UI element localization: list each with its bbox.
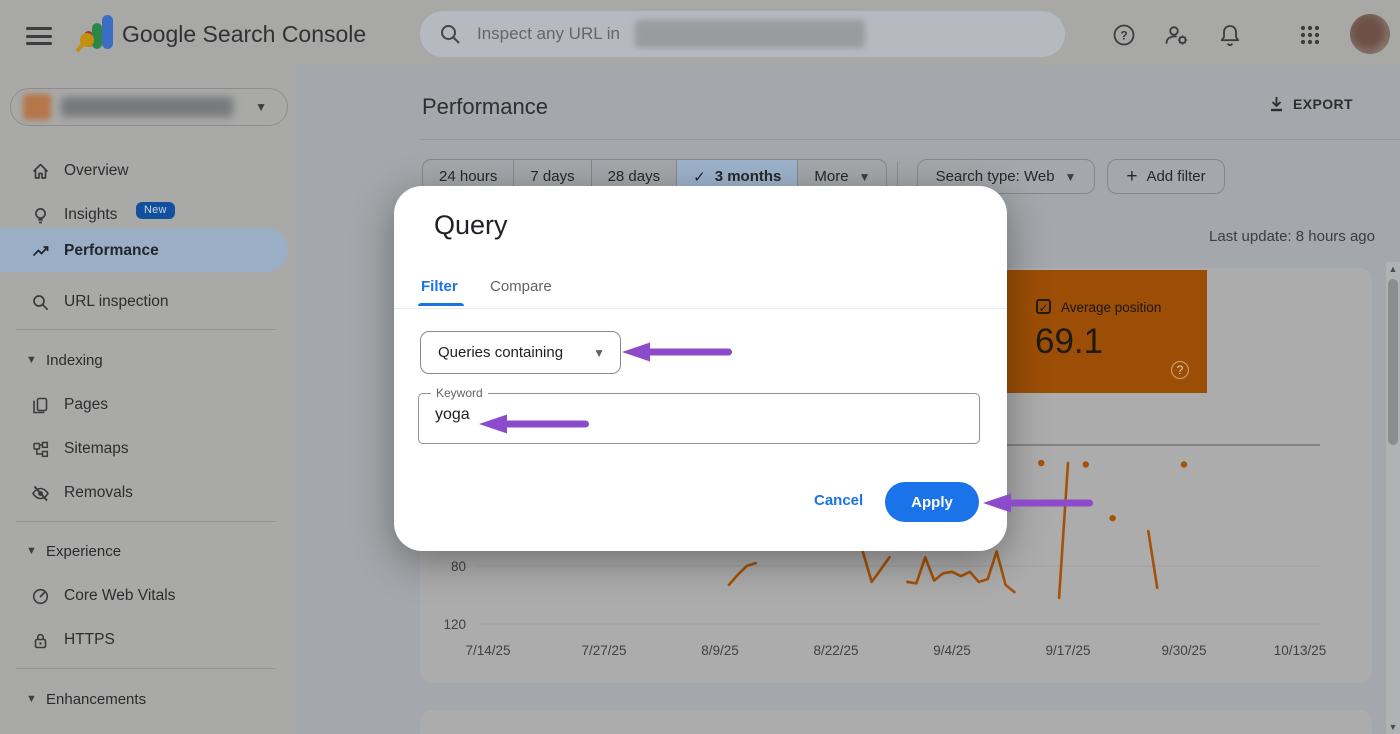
apply-button[interactable]: Apply <box>885 482 979 522</box>
dialog-title: Query <box>434 210 508 240</box>
section-caret-icon: ▼ <box>26 693 37 705</box>
divider <box>897 162 898 190</box>
sidebar-item-insights[interactable]: Insights New <box>0 200 288 230</box>
plus-icon: + <box>1126 165 1138 187</box>
sidebar-item-https[interactable]: HTTPS <box>0 625 288 655</box>
url-inspection-search-bar[interactable]: Inspect any URL in <box>420 11 1065 57</box>
content-scrollbar[interactable]: ▲ ▼ <box>1386 262 1400 734</box>
help-icon[interactable]: ? <box>1112 23 1136 47</box>
search-console-logo-icon <box>76 15 113 52</box>
sidebar-item-url-inspection[interactable]: URL inspection <box>0 287 288 317</box>
svg-text:80: 80 <box>451 559 466 574</box>
tab-more[interactable]: More ▼ <box>814 168 871 185</box>
magnifier-icon <box>33 294 49 310</box>
svg-text:9/17/25: 9/17/25 <box>1045 643 1090 658</box>
svg-text:10/13/25: 10/13/25 <box>1274 643 1327 658</box>
lightbulb-icon <box>35 207 46 223</box>
svg-text:9/4/25: 9/4/25 <box>933 643 971 658</box>
tab-compare[interactable]: Compare <box>490 278 552 295</box>
metric-label: Average position <box>1061 300 1162 315</box>
export-button[interactable]: EXPORT <box>1268 95 1353 113</box>
last-update-status: Last update: 8 hours ago <box>1209 228 1375 245</box>
keyword-field-label: Keyword <box>436 386 483 400</box>
section-caret-icon: ▼ <box>26 354 37 366</box>
redacted-property-url <box>635 20 865 48</box>
chevron-down-icon: ▼ <box>593 345 605 360</box>
tab-filter[interactable]: Filter <box>421 278 458 295</box>
search-type-filter-button[interactable]: Search type: Web ▼ <box>917 159 1095 194</box>
keyword-input[interactable] <box>435 406 955 424</box>
chevron-down-icon: ▼ <box>255 100 267 114</box>
svg-text:9/30/25: 9/30/25 <box>1161 643 1206 658</box>
hamburger-menu-icon[interactable] <box>26 27 52 45</box>
sidebar-nav: ▼ Overview Insights New Performance <box>0 66 296 734</box>
property-name-redacted <box>61 97 233 117</box>
query-operator-dropdown[interactable]: Queries containing ▼ <box>420 331 621 374</box>
sidebar-item-pages[interactable]: Pages <box>0 390 288 420</box>
lock-icon <box>34 633 47 648</box>
help-circle-icon[interactable]: ? <box>1171 361 1189 379</box>
svg-text:8/22/25: 8/22/25 <box>813 643 858 658</box>
svg-text:120: 120 <box>443 617 466 632</box>
product-name: Google Search Console <box>122 21 367 47</box>
svg-text:?: ? <box>1120 29 1127 43</box>
chevron-down-icon: ▼ <box>858 169 871 184</box>
chevron-down-icon: ▼ <box>1064 169 1077 184</box>
property-selector[interactable]: ▼ <box>10 88 288 126</box>
search-placeholder: Inspect any URL in <box>477 24 620 43</box>
divider <box>16 521 276 522</box>
sidebar-item-removals[interactable]: Removals <box>0 478 288 508</box>
divider <box>16 668 276 669</box>
keyword-field[interactable]: Keyword <box>418 386 980 444</box>
performance-trend-icon <box>32 245 49 256</box>
divider <box>16 329 276 330</box>
annotation-arrow-keyword <box>479 414 589 434</box>
svg-text:8/9/25: 8/9/25 <box>701 643 739 658</box>
speedometer-icon <box>32 588 49 604</box>
average-position-chart: 80 120 7/14/25 7/27/25 8/9/25 8/22/25 9/4/25 9/… <box>443 444 1327 658</box>
sidebar-item-performance-label[interactable]: Performance <box>0 236 288 266</box>
apps-grid-icon[interactable] <box>1298 23 1322 47</box>
scrollbar-thumb[interactable] <box>1388 279 1398 445</box>
scroll-up-arrow[interactable]: ▲ <box>1388 264 1398 274</box>
active-tab-underline <box>418 303 464 306</box>
annotation-arrow-apply <box>983 493 1093 513</box>
add-filter-button[interactable]: + Add filter <box>1107 159 1225 194</box>
scroll-down-arrow[interactable]: ▼ <box>1388 722 1398 732</box>
query-filter-dialog: Query Filter Compare Queries containing … <box>394 186 1007 551</box>
average-position-metric-card[interactable]: ✓ Average position 69.1 ? <box>1005 270 1207 393</box>
property-favicon-redacted <box>23 94 51 120</box>
tab-28-days[interactable]: 28 days <box>592 160 678 193</box>
search-icon <box>441 25 460 44</box>
section-caret-icon: ▼ <box>26 545 37 557</box>
notifications-bell-icon[interactable] <box>1218 23 1242 47</box>
sitemap-tree-icon <box>33 441 49 457</box>
tab-24-hours[interactable]: 24 hours <box>423 160 515 193</box>
divider <box>394 308 1007 309</box>
table-card-top-edge <box>420 710 1372 734</box>
annotation-arrow-operator <box>622 342 732 362</box>
divider <box>420 139 1400 140</box>
sidebar-item-overview[interactable]: Overview <box>0 156 288 186</box>
svg-text:7/27/25: 7/27/25 <box>581 643 626 658</box>
sidebar-item-sitemaps[interactable]: Sitemaps <box>0 434 288 464</box>
home-icon <box>32 163 49 179</box>
checked-checkbox-icon[interactable]: ✓ <box>1036 299 1051 315</box>
download-icon <box>1271 97 1282 112</box>
new-badge: New <box>136 202 175 219</box>
user-settings-icon[interactable] <box>1164 23 1190 47</box>
top-app-bar: Google Search Console Inspect any URL in… <box>0 0 1400 66</box>
page-title: Performance <box>422 94 548 119</box>
check-icon: ✓ <box>693 168 706 186</box>
tab-7-days[interactable]: 7 days <box>514 160 592 193</box>
svg-text:7/14/25: 7/14/25 <box>465 643 510 658</box>
account-avatar[interactable] <box>1350 14 1390 54</box>
cancel-button[interactable]: Cancel <box>814 492 864 509</box>
metric-value: 69.1 <box>1035 322 1104 361</box>
sidebar-item-core-web-vitals[interactable]: Core Web Vitals <box>0 581 288 611</box>
pages-icon <box>33 397 48 413</box>
eye-off-icon <box>32 485 49 501</box>
